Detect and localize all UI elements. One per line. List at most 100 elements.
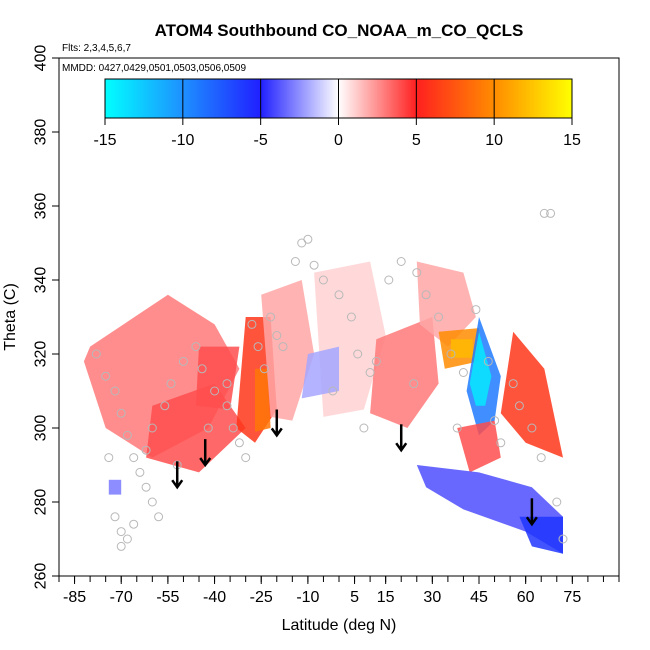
sample-point (110, 512, 120, 522)
sample-point (334, 290, 344, 300)
chart-title: ATOM4 Southbound CO_NOAA_m_CO_QCLS (155, 21, 524, 40)
sample-point (141, 482, 151, 492)
sample-point (434, 312, 444, 322)
y-tick-label: 280 (33, 489, 50, 516)
colorbar-tick-label: -5 (254, 132, 268, 149)
sample-point (141, 445, 151, 455)
y-axis: 260 280 300 320 340 360 380 400 (33, 45, 59, 590)
region-tropical-south-core (255, 368, 271, 432)
y-axis-label: Theta (C) (2, 283, 19, 351)
sample-point (508, 379, 518, 389)
sample-point (160, 401, 170, 411)
y-tick-label: 260 (33, 563, 50, 590)
sample-point (483, 356, 493, 366)
sample-point (278, 342, 288, 352)
sample-point (328, 386, 338, 396)
sample-point (266, 312, 276, 322)
region-north-45-cyan-core (469, 331, 492, 406)
y-tick-label: 320 (33, 341, 50, 368)
sample-point (129, 453, 139, 463)
sample-point (365, 368, 375, 377)
region-north-30-orange (451, 339, 473, 358)
region-south-low-negative (108, 479, 122, 495)
sample-point (318, 275, 328, 285)
y-tick-label: 400 (33, 45, 50, 72)
sample-point (147, 423, 157, 433)
sample-point (253, 342, 263, 352)
sample-point (290, 257, 300, 266)
tropopause-arrow (199, 439, 212, 468)
sample-point (222, 379, 232, 389)
y-tick-label: 360 (33, 193, 50, 220)
sample-point (247, 319, 257, 329)
sample-point (421, 290, 431, 300)
colorbar-tick-label: -10 (171, 132, 194, 149)
x-tick-label: 15 (377, 589, 395, 606)
sample-point (384, 275, 394, 285)
y-tick-label: 380 (33, 119, 50, 146)
sample-point (536, 453, 546, 463)
x-tick-label: 45 (470, 589, 488, 606)
arrow-head (199, 457, 212, 468)
sample-point (490, 416, 500, 426)
sample-point (91, 349, 101, 359)
region-northern-subtropics-weak (416, 261, 476, 347)
sample-point (546, 208, 556, 218)
sample-point (154, 512, 164, 522)
colorbar-tick-label: 5 (412, 132, 421, 149)
tropopause-arrow (395, 424, 408, 453)
region-north-lowest-negative (519, 516, 563, 554)
region-northern-tropics-positive (370, 317, 439, 428)
sample-point (471, 305, 481, 315)
sample-point (353, 349, 363, 359)
arrow-head (525, 516, 538, 527)
sample-point (234, 438, 244, 448)
x-tick-label: -25 (250, 589, 273, 606)
flights-note: Flts: 2,3,4,5,6,7 (62, 43, 131, 54)
sample-point (446, 349, 456, 359)
tropopause-arrows (171, 409, 538, 527)
sample-point (191, 342, 201, 352)
colorbar: -15 -10 -5 0 5 10 15 (93, 78, 581, 149)
x-tick-label: 75 (563, 589, 581, 606)
sample-point (101, 371, 111, 381)
x-tick-label: 60 (517, 589, 535, 606)
sample-point (222, 401, 232, 411)
sample-point (241, 453, 251, 463)
tropopause-arrow (525, 498, 538, 527)
sample-point (178, 356, 188, 366)
sample-point (110, 386, 120, 396)
x-axis-label: Latitude (deg N) (282, 617, 397, 634)
sample-point (514, 401, 524, 411)
region-midlat-40s-positive (195, 346, 240, 410)
sample-point (409, 379, 419, 389)
sample-point (496, 438, 506, 448)
sample-point (122, 430, 132, 440)
colorbar-tick-label: 10 (485, 132, 503, 149)
sample-point (458, 368, 468, 377)
sample-point (552, 497, 562, 507)
sample-point (412, 268, 422, 278)
x-tick-label: -85 (63, 589, 86, 606)
sample-point (116, 527, 126, 537)
region-north-60-positive (500, 331, 563, 458)
x-axis: -85 -70 -55 -40 -25 -10 5 15 30 45 60 75 (58, 576, 620, 606)
sample-point (129, 519, 139, 529)
colorbar-tick-label: -15 (93, 132, 116, 149)
sample-point (396, 257, 406, 266)
region-north-mid-positive (457, 420, 501, 473)
arrow-head (171, 479, 184, 490)
sample-point (309, 260, 319, 270)
tropopause-arrow (270, 409, 283, 438)
x-tick-label: -55 (156, 589, 179, 606)
sample-point (210, 386, 220, 396)
sample-point (166, 379, 176, 389)
colorbar-tick-label: 15 (563, 132, 581, 149)
sample-point (558, 534, 568, 544)
sample-point (539, 208, 549, 218)
sample-point (228, 423, 238, 433)
x-tick-label: -70 (110, 589, 133, 606)
x-tick-label: -10 (296, 589, 319, 606)
sample-point (116, 408, 126, 418)
